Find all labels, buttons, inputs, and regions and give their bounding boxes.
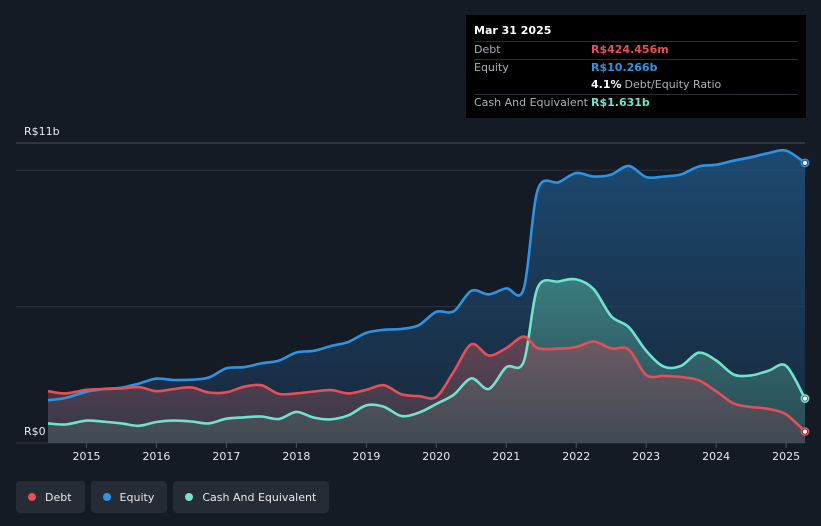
x-tick-label: 2018 bbox=[282, 450, 310, 463]
x-tick-label: 2016 bbox=[142, 450, 170, 463]
x-tick-label: 2019 bbox=[352, 450, 380, 463]
debt-endpoint-center bbox=[802, 429, 808, 434]
tooltip-debt-value: R$424.456m bbox=[591, 43, 669, 56]
x-tick-label: 2022 bbox=[562, 450, 590, 463]
tooltip-equity-value: R$10.266b bbox=[591, 61, 658, 74]
x-tick-label: 2023 bbox=[632, 450, 660, 463]
tooltip-cash-value: R$1.631b bbox=[591, 96, 650, 109]
tooltip-ratio-value: 4.1% bbox=[591, 78, 622, 91]
debt-line bbox=[47, 335, 806, 433]
x-tick-label: 2025 bbox=[772, 450, 800, 463]
equity-endpoint-center bbox=[802, 160, 808, 166]
x-tick-label: 2024 bbox=[702, 450, 730, 463]
tooltip-equity-row: Equity R$10.266b bbox=[474, 59, 798, 77]
legend-cash-button[interactable]: Cash And Equivalent bbox=[173, 481, 330, 513]
series-endpoints bbox=[800, 158, 810, 436]
tooltip-ratio-label: Debt/Equity Ratio bbox=[624, 78, 722, 91]
legend-cash-dot-icon bbox=[185, 493, 194, 501]
tooltip-date: Mar 31 2025 bbox=[474, 24, 552, 37]
cash-line bbox=[47, 277, 807, 428]
x-axis-ticks: 2015 2016 2017 2018 2019 2020 2021 2022 2023 2024… bbox=[72, 443, 800, 463]
cash-endpoint-center bbox=[802, 396, 808, 401]
tooltip-equity-label: Equity bbox=[474, 61, 509, 74]
legend-equity-dot-icon bbox=[102, 493, 111, 501]
equity-line bbox=[47, 148, 806, 402]
legend-debt-button[interactable]: Debt bbox=[16, 481, 85, 513]
tooltip-cash-row: Cash And Equivalent R$1.631b bbox=[474, 94, 798, 112]
x-tick-label: 2015 bbox=[72, 450, 100, 463]
legend-equity-label: Equity bbox=[119, 490, 155, 504]
x-tick-label: 2020 bbox=[422, 450, 450, 463]
tooltip-debt-label: Debt bbox=[474, 43, 501, 56]
tooltip-debt-row: Debt R$424.456m bbox=[474, 41, 798, 59]
x-tick-label: 2021 bbox=[492, 450, 520, 463]
tooltip-ratio-row: 4.1% Debt/Equity Ratio bbox=[474, 77, 798, 94]
legend-debt-label: Debt bbox=[45, 490, 72, 504]
chart-tooltip: Mar 31 2025 Debt R$424.456m Equity R$10.… bbox=[466, 15, 806, 118]
debt-area bbox=[48, 336, 805, 443]
legend-equity-button[interactable]: Equity bbox=[90, 481, 168, 513]
y-axis-bottom-label: R$0 bbox=[24, 425, 46, 438]
tooltip-cash-label: Cash And Equivalent bbox=[474, 96, 588, 109]
chart-legend: Debt Equity Cash And Equivalent bbox=[16, 481, 330, 513]
legend-debt-dot-icon bbox=[28, 493, 36, 501]
y-axis-top-label: R$11b bbox=[24, 125, 60, 138]
legend-cash-label: Cash And Equivalent bbox=[202, 490, 317, 504]
x-tick-label: 2017 bbox=[212, 450, 240, 463]
series-lines bbox=[47, 148, 807, 433]
